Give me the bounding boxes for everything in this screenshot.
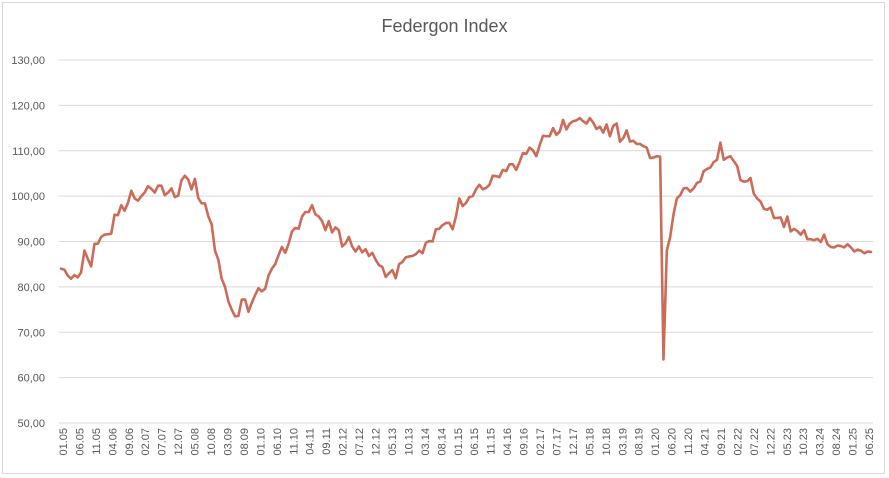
x-tick-label: 04.16: [502, 428, 514, 456]
y-tick-label: 110,00: [12, 146, 45, 158]
x-tick-label: 11.05: [91, 428, 103, 455]
x-tick-label: 12.07: [173, 428, 185, 456]
x-tick-label: 02.12: [338, 428, 350, 456]
x-tick-label: 01.05: [58, 428, 70, 456]
x-tick-label: 08.14: [436, 428, 448, 456]
x-tick-label: 04.21: [700, 428, 712, 456]
x-tick-label: 12.22: [765, 428, 777, 456]
y-tick-label: 100,00: [11, 191, 45, 203]
x-tick-label: 07.17: [551, 428, 563, 456]
x-tick-label: 03.19: [617, 428, 629, 456]
x-tick-label: 02.07: [140, 428, 152, 456]
x-tick-label: 10.08: [206, 428, 218, 456]
x-tick-label: 10.23: [798, 428, 810, 456]
x-tick-label: 09.21: [716, 428, 728, 456]
x-tick-label: 07.12: [354, 428, 366, 456]
x-tick-label: 03.14: [420, 428, 432, 456]
y-tick-label: 80,00: [17, 282, 45, 294]
x-tick-label: 05.13: [387, 428, 399, 456]
y-tick-label: 60,00: [17, 373, 45, 385]
y-tick-label: 120,00: [11, 100, 45, 112]
x-tick-label: 08.19: [634, 428, 646, 456]
x-tick-label: 09.16: [519, 428, 531, 456]
x-axis-tick-labels: 01.05 06.05 11.05 04.06 09.06 02.07 07.07 12.07…: [58, 428, 876, 456]
x-tick-label: 03.24: [815, 428, 827, 456]
chart-title: Federgon Index: [381, 16, 508, 36]
x-tick-label: 01.25: [848, 428, 860, 456]
x-tick-label: 09.06: [124, 428, 136, 456]
x-tick-label: 09.11: [321, 428, 333, 455]
x-tick-label: 10.13: [403, 428, 415, 456]
x-tick-label: 06.20: [667, 428, 679, 456]
x-tick-label: 06.05: [74, 428, 86, 456]
x-tick-label: 05.08: [190, 428, 202, 456]
x-tick-label: 04.06: [107, 428, 119, 456]
x-tick-label: 11.10: [288, 428, 300, 455]
x-tick-label: 05.18: [584, 428, 596, 456]
x-tick-label: 03.09: [222, 428, 234, 456]
x-tick-label: 12.17: [568, 428, 580, 456]
series-layer: [59, 116, 873, 361]
y-tick-label: 50,00: [17, 418, 45, 430]
x-tick-label: 11.15: [486, 428, 498, 455]
y-axis-tick-labels: 50,00 60,00 70,00 80,00 90,00 100,00 110,00 120…: [11, 55, 45, 430]
x-tick-label: 06.25: [864, 428, 876, 456]
x-tick-label: 07.22: [749, 428, 761, 456]
y-tick-label: 90,00: [17, 237, 45, 249]
x-tick-label: 01.20: [650, 428, 662, 456]
x-tick-label: 01.10: [255, 428, 267, 456]
x-tick-label: 06.10: [272, 428, 284, 456]
y-tick-label: 130,00: [11, 55, 45, 67]
x-tick-label: 01.15: [453, 428, 465, 456]
x-tick-label: 08.24: [831, 428, 843, 456]
x-tick-label: 08.09: [239, 428, 251, 456]
grid-lines: [59, 59, 873, 424]
x-tick-label: 02.22: [732, 428, 744, 456]
x-tick-label: 10.18: [601, 428, 613, 456]
x-tick-label: 07.07: [157, 428, 169, 456]
x-tick-label: 02.17: [535, 428, 547, 456]
y-tick-label: 70,00: [17, 327, 45, 339]
x-tick-label: 05.23: [782, 428, 794, 456]
x-tick-label: 04.11: [305, 428, 317, 455]
x-tick-label: 06.15: [469, 428, 481, 456]
x-tick-label: 11.20: [683, 428, 695, 455]
series-line: [59, 116, 873, 361]
x-tick-label: 12.12: [371, 428, 383, 456]
